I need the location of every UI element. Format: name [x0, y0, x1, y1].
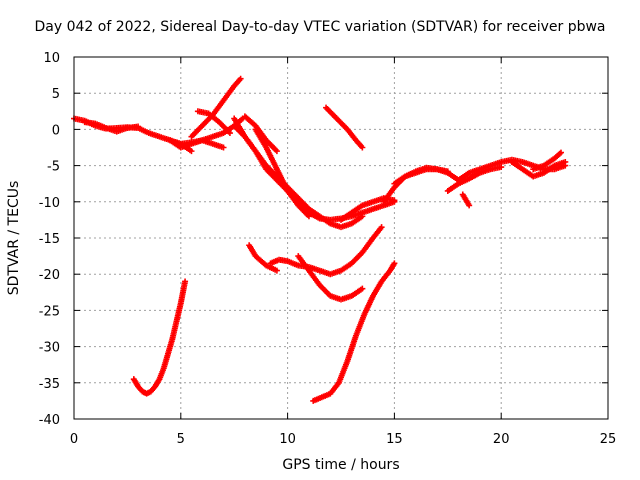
series-arc-19 [530, 149, 565, 173]
series-arc-4 [188, 75, 244, 140]
series-arc-16 [444, 164, 505, 194]
data-point [391, 197, 398, 204]
x-tick-label: 25 [600, 432, 617, 447]
data-point [378, 224, 385, 231]
x-tick-label: 10 [279, 432, 296, 447]
data-point [237, 75, 244, 82]
series-arc-6 [194, 108, 233, 137]
y-tick-label: -15 [39, 232, 60, 247]
data-point [188, 148, 195, 155]
chart-title: Day 042 of 2022, Sidereal Day-to-day VTE… [34, 19, 606, 35]
series-arc-18 [508, 158, 569, 180]
y-axis-label: SDTVAR / TECUs [6, 180, 22, 296]
series-arc-21 [246, 242, 280, 274]
data-point [359, 144, 366, 151]
series-arc-22 [267, 224, 385, 278]
y-tick-label: -20 [39, 268, 60, 283]
y-tick-label: 10 [43, 51, 60, 66]
series-arc-14 [391, 164, 451, 187]
data-point [273, 148, 280, 155]
data-point [562, 158, 569, 165]
y-tick-label: -25 [39, 304, 60, 319]
y-tick-label: -40 [39, 413, 60, 428]
series-arc-12 [323, 104, 366, 151]
series-arc-23 [295, 253, 366, 303]
series-arc-20 [130, 278, 189, 397]
x-tick-label: 0 [70, 432, 78, 447]
data-point [444, 168, 451, 175]
series-arc-5 [167, 115, 246, 151]
data-point [466, 202, 473, 209]
series-group [71, 75, 569, 404]
data-point [182, 278, 189, 285]
series-arc-17 [459, 191, 473, 209]
data-point [359, 285, 366, 292]
x-axis-label: GPS time / hours [282, 457, 400, 473]
grid [74, 57, 608, 419]
x-tick-label: 5 [177, 432, 185, 447]
plot-border [73, 56, 609, 420]
series-arc-10 [252, 126, 312, 220]
data-point [558, 149, 565, 156]
y-tick-label: -10 [39, 196, 60, 211]
data-point [226, 130, 233, 137]
x-tick-label: 20 [493, 432, 510, 447]
data-point [498, 164, 505, 171]
y-tick-label: -35 [39, 377, 60, 392]
y-tick-label: 5 [52, 87, 60, 102]
series-arc-2 [81, 119, 142, 135]
data-point [273, 267, 280, 274]
y-tick-label: 0 [52, 123, 60, 138]
data-point [391, 260, 398, 267]
data-point [135, 123, 142, 130]
data-point [305, 213, 312, 220]
ticks: 0 5 10 15 20 25 -40 -35 -30 -25 -20 -15 -10 -5 0 5 10 [39, 51, 617, 447]
data-point [220, 144, 227, 151]
y-tick-label: -5 [47, 160, 60, 175]
series-arc-24 [310, 260, 398, 404]
x-tick-label: 15 [386, 432, 403, 447]
y-tick-label: -30 [39, 341, 60, 356]
